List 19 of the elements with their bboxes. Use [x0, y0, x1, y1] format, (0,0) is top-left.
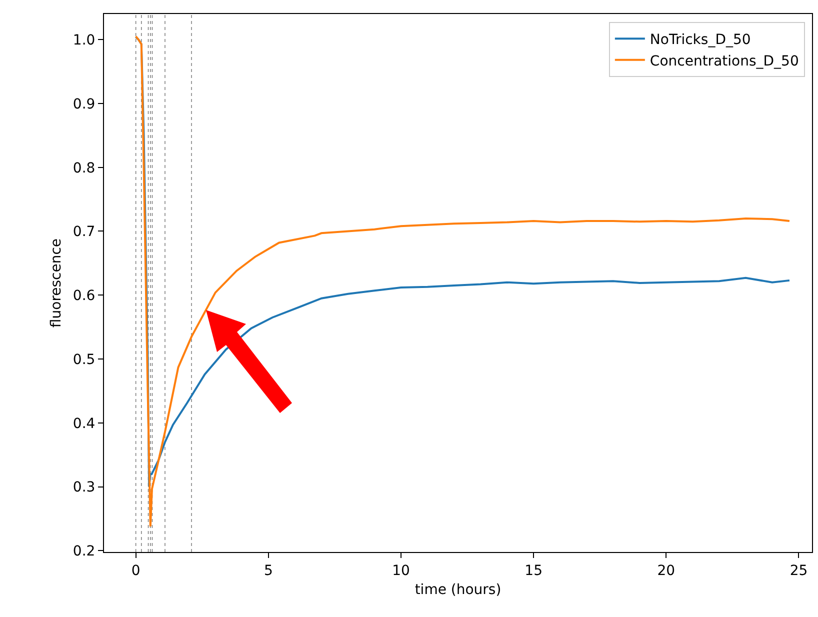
- x-tick-label: 10: [392, 562, 410, 579]
- x-tick-label: 15: [524, 562, 542, 579]
- x-tick-label: 0: [131, 562, 140, 579]
- x-tick-label: 25: [790, 562, 808, 579]
- x-tick-label: 5: [264, 562, 273, 579]
- x-tick-label: 20: [657, 562, 676, 579]
- legend-label: Concentrations_D_50: [650, 53, 799, 70]
- y-tick-label: 0.6: [72, 288, 96, 304]
- y-tick-label: 0.4: [72, 416, 96, 432]
- y-tick-label: 0.5: [72, 352, 96, 368]
- legend-label: NoTricks_D_50: [650, 32, 751, 48]
- y-tick-label: 0.9: [72, 96, 96, 112]
- y-tick-label: 0.3: [72, 480, 96, 496]
- x-axis-title: time (hours): [414, 582, 502, 598]
- y-tick-label: 0.7: [72, 224, 96, 240]
- y-tick-label: 0.8: [72, 160, 96, 176]
- y-tick-label: 0.2: [72, 544, 96, 560]
- y-tick-label: 1.0: [72, 32, 96, 48]
- y-axis-title: fluorescence: [48, 238, 65, 328]
